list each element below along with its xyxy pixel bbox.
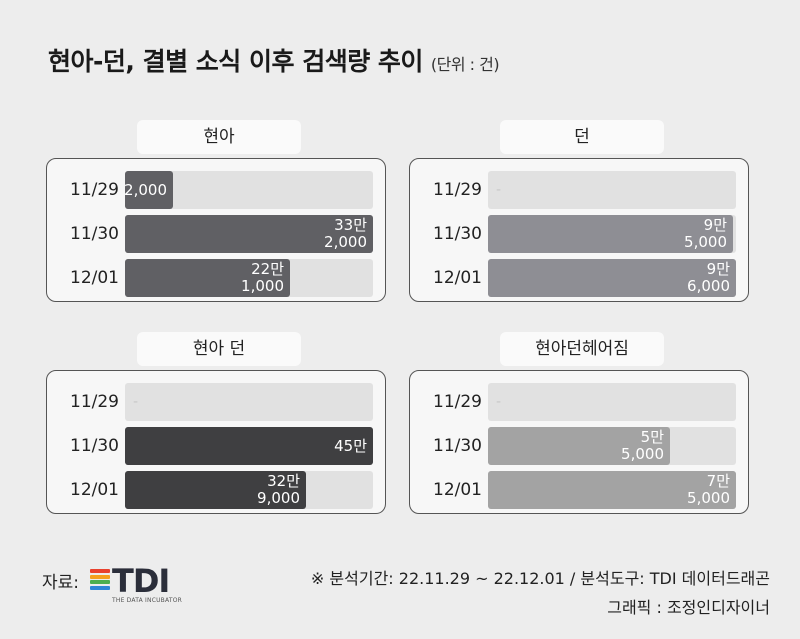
tdi-logo: TDI THE DATA INCUBATOR [90,562,182,605]
panel-title: 현아 [137,120,301,154]
data-label-line: 9만 [703,216,727,234]
source-label: 자료: [42,573,80,593]
bar-track: - [488,171,736,209]
logo-text: TDI [112,562,170,600]
logo-bar-orange [90,574,110,579]
data-label-line: 5,000 [687,489,730,507]
date-label: 12/01 [433,480,482,500]
data-label-line: 1,000 [241,277,284,295]
data-label: 5만 5,000 [621,427,664,465]
data-label-line: 45만 [334,436,367,455]
graphic-credit: 그래픽 : 조정인디자이너 [607,598,770,617]
panel-title: 던 [500,120,664,154]
bar: 45만 [125,427,373,465]
data-label: 9만 5,000 [684,215,727,253]
panel-title: 현아 던 [137,332,301,366]
bar-row: 11/30 33만 2,000 [47,215,385,253]
date-label: 11/29 [433,180,482,200]
date-label: 11/30 [70,436,119,456]
logo-bar-blue [90,585,110,590]
bar-track: 22만 1,000 [125,259,373,297]
data-label-line: 5,000 [684,233,727,251]
data-label-line: 6,000 [687,277,730,295]
chart-panel: 11/29-11/30 5만 5,000 12/01 7만 5,000 [409,370,749,514]
bar: 7만 5,000 [488,471,736,509]
bar-row: 11/29 2,000 [47,171,385,209]
bar-track: 33만 2,000 [125,215,373,253]
bar-track: - [125,383,373,421]
date-label: 11/30 [433,436,482,456]
data-label: - [496,182,502,198]
logo-bar-red [90,569,110,573]
bar-row: 12/01 9만 6,000 [410,259,748,297]
bar-row: 12/01 22만 1,000 [47,259,385,297]
chart-title: 현아-던, 결별 소식 이후 검색량 추이 (단위 : 건) [48,42,500,78]
data-label: 22만 1,000 [241,259,284,297]
data-label-line: 7만 [706,472,730,490]
data-label: - [133,394,139,410]
date-label: 11/29 [70,180,119,200]
bar: 9만 6,000 [488,259,736,297]
bar-track: 5만 5,000 [488,427,736,465]
data-label-line: 22만 [251,260,284,278]
bar-track: - [488,383,736,421]
data-label: 32만 9,000 [257,471,300,509]
date-label: 11/29 [433,392,482,412]
bar: 5만 5,000 [488,427,670,465]
logo-bar-green [90,580,110,584]
bar-row: 11/29- [410,383,748,421]
bar-row: 11/30 5만 5,000 [410,427,748,465]
chart-panel: 11/29-11/30 9만 5,000 12/01 9만 6,000 [409,158,749,302]
data-label-line: 32만 [267,472,300,490]
logo-subtext: THE DATA INCUBATOR [112,597,182,604]
bar-row: 12/01 7만 5,000 [410,471,748,509]
data-label-line: 33만 [334,216,367,234]
data-label: 45만 [334,427,367,465]
chart-panel: 11/29 2,000 11/30 33만 2,000 12/01 22만 1,000 [46,158,386,302]
data-label-line: 2,000 [324,233,367,251]
date-label: 11/30 [433,224,482,244]
title-text: 현아-던, 결별 소식 이후 검색량 추이 [48,47,423,76]
bar-track: 32만 9,000 [125,471,373,509]
date-label: 12/01 [70,268,119,288]
bar-row: 11/29- [410,171,748,209]
bar-row: 12/01 32만 9,000 [47,471,385,509]
unit-label: (단위 : 건) [430,55,500,74]
date-label: 11/30 [70,224,119,244]
bar: 22만 1,000 [125,259,290,297]
bar-row: 11/29- [47,383,385,421]
bar-track: 9만 5,000 [488,215,736,253]
analysis-note: ※ 분석기간: 22.11.29 ~ 22.12.01 / 분석도구: TDI … [310,569,770,588]
bar-row: 11/30 45만 [47,427,385,465]
data-label-line: 2,000 [124,180,167,199]
bar: 9만 5,000 [488,215,733,253]
data-label: 9만 6,000 [687,259,730,297]
chart-panel: 11/29- 11/30 45만 12/01 32만 9,000 [46,370,386,514]
bar-track: 9만 6,000 [488,259,736,297]
bar: 32만 9,000 [125,471,306,509]
data-label-line: 5,000 [621,445,664,463]
date-label: 11/29 [70,392,119,412]
data-label: 2,000 [124,171,167,209]
data-label-line: 9,000 [257,489,300,507]
date-label: 12/01 [433,268,482,288]
data-label-line: 9만 [706,260,730,278]
panel-title: 현아던헤어짐 [500,332,664,366]
data-label: - [496,394,502,410]
data-label-line: 5만 [640,428,664,446]
bar-track: 7만 5,000 [488,471,736,509]
bar-track: 45만 [125,427,373,465]
bar-track: 2,000 [124,171,373,209]
bar-row: 11/30 9만 5,000 [410,215,748,253]
date-label: 12/01 [70,480,119,500]
logo-bars-icon [90,569,110,595]
bar: 2,000 [124,171,173,209]
bar: 33만 2,000 [125,215,373,253]
data-label: 33만 2,000 [324,215,367,253]
data-label: 7만 5,000 [687,471,730,509]
